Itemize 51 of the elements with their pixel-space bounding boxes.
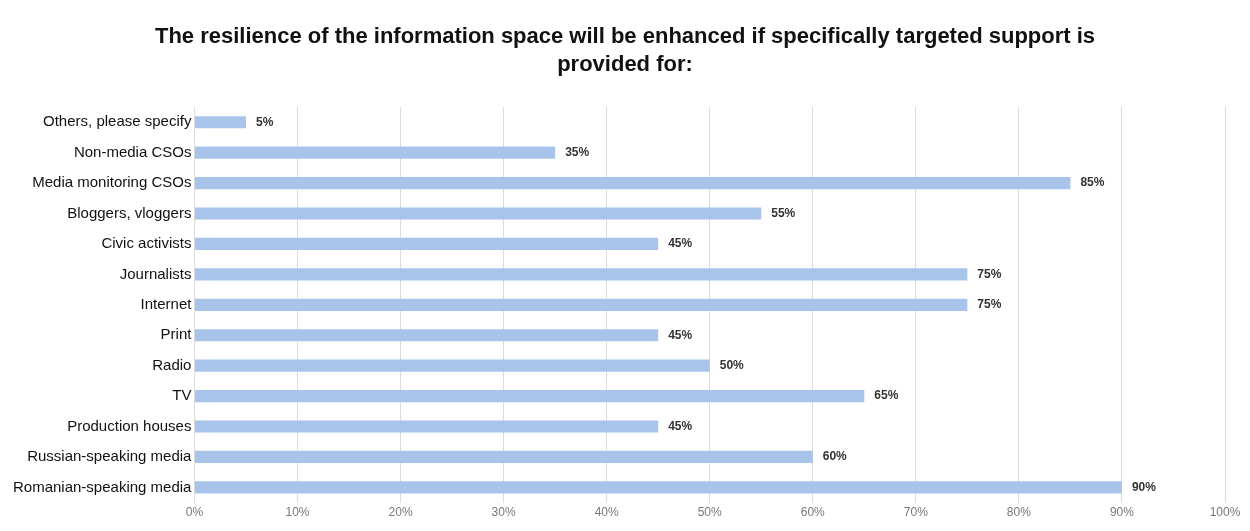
data-label: 60% [822,449,848,464]
bar [194,207,762,220]
bar [194,450,813,464]
x-tick-label: 30% [491,505,516,520]
y-tick-label: Media monitoring CSOs [32,173,192,191]
bar [194,116,246,129]
data-label: 45% [668,236,693,251]
x-tick-label: 20% [388,505,413,520]
x-tick-label: 100% [1209,505,1241,520]
x-tick-label: 40% [594,505,619,520]
data-label: 5% [255,114,274,129]
bar [194,481,1122,494]
data-label: 50% [719,357,745,372]
x-tick-label: 60% [800,505,826,520]
data-label: 65% [874,388,899,403]
x-tick-label: 90% [1109,505,1135,520]
y-tick-label: Bloggers, vloggers [67,203,192,221]
y-tick-label: Russian-speaking media [27,447,193,465]
bar [194,359,710,372]
data-label: 75% [977,266,1002,281]
data-label: 35% [565,144,590,159]
bar [194,268,968,281]
bar [194,298,968,311]
chart-title: The resilience of the information space will be enhanced if specifically targeted support is provided for: [153,22,1097,78]
y-tick-label: Print [160,325,193,343]
data-label: 45% [668,418,693,433]
y-tick-label: Romanian-speaking media [13,477,193,495]
x-tick-label: 50% [697,505,723,520]
bar [194,329,659,342]
y-tick-label: Non-media CSOs [73,142,192,160]
bar [194,237,659,251]
bar [194,176,1071,190]
bar [194,146,556,159]
y-tick-label: Internet [140,294,193,312]
y-tick-label: Journalists [119,264,192,282]
y-tick-label: Radio [152,355,192,373]
y-tick-label: TV [172,386,192,404]
data-label: 90% [1131,479,1157,494]
bar [194,420,659,433]
data-label: 45% [668,327,693,342]
x-tick-label: 70% [903,505,929,520]
x-tick-label: 0% [185,505,204,520]
data-label: 55% [771,205,796,220]
data-label: 75% [977,297,1002,312]
x-tick-label: 10% [285,505,310,520]
bar [194,390,865,403]
x-tick-label: 80% [1006,505,1032,520]
y-tick-label: Others, please specify [43,112,192,130]
data-label: 85% [1080,175,1105,190]
y-tick-label: Production houses [67,416,192,434]
y-tick-label: Civic activists [101,234,192,252]
